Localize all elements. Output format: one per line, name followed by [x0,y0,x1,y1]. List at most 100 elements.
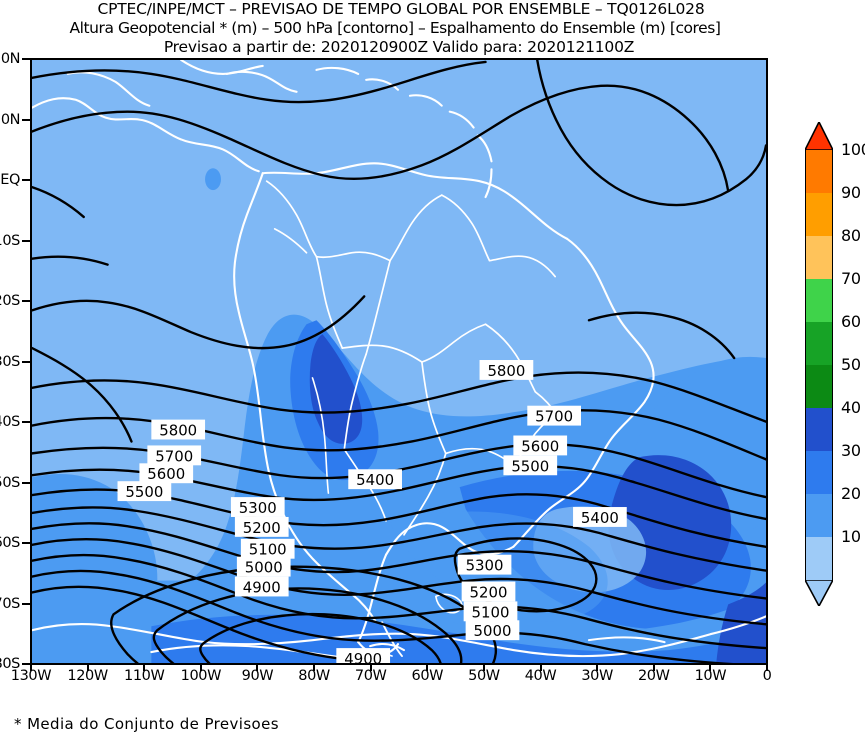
x-axis-label: 20W [637,668,670,684]
x-axis-tick [766,663,768,671]
svg-text:5000: 5000 [474,622,512,640]
colorbar[interactable]: 100 90 80 70 60 50 40 30 20 10 [805,122,865,606]
x-axis-tick [426,663,429,671]
colorbar-tick-label: 70 [841,269,861,288]
title-line-model: CPTEC/INPE/MCT – PREVISAO DE TEMPO GLOBA… [97,0,705,18]
x-axis-tick [313,663,316,671]
x-axis-tick [369,663,372,671]
y-axis-tick [22,481,31,484]
x-axis-label: 0 [762,668,772,684]
y-axis-label: 40S [0,414,20,430]
y-axis-label: 60S [0,535,20,551]
colorbar-band [805,193,833,236]
svg-text:5700: 5700 [155,447,193,465]
y-axis-tick [22,421,31,423]
y-axis-label: 10N [0,111,21,128]
y-axis-label: 20S [0,293,20,309]
x-axis-tick [30,663,32,671]
svg-text:5600: 5600 [521,437,559,455]
svg-text:5700: 5700 [535,408,573,426]
x-axis-tick [652,663,655,671]
x-axis-tick [709,663,712,671]
x-axis-tick [596,663,599,671]
x-axis-label: 30W [581,668,613,684]
svg-text:5800: 5800 [159,422,197,440]
y-axis-label: 70S [0,595,20,612]
svg-text:5800: 5800 [487,362,525,380]
svg-text:5300: 5300 [466,557,504,575]
svg-text:5100: 5100 [249,541,287,559]
x-axis-label: 130W [10,668,52,684]
colorbar-tick-label: 80 [841,226,861,245]
colorbar-band [805,494,833,537]
colorbar-tick-label: 50 [841,355,861,374]
x-axis-label: 70W [354,668,387,684]
colorbar-tick-label: 60 [841,312,861,331]
title-line-times: Previsao a partir de: 2020120900Z Valido… [163,38,635,56]
x-axis-label: 40W [524,668,557,684]
svg-text:5600: 5600 [147,465,185,483]
y-axis-tick [22,360,31,363]
colorbar-band [805,322,833,365]
svg-text:5400: 5400 [356,471,394,489]
colorbar-tick-label: 100 [841,140,865,159]
title-line-variable: Altura Geopotencial * (m) – 500 hPa [con… [69,19,721,37]
x-axis-label: 90W [241,668,274,684]
colorbar-band [805,150,833,193]
x-axis-tick [86,663,89,671]
x-axis-tick [482,663,485,671]
svg-text:5200: 5200 [243,519,281,537]
y-axis-tick [22,542,31,544]
colorbar-band [805,537,833,580]
colorbar-band [805,279,833,322]
y-axis-tick [22,663,31,665]
x-axis-tick [143,663,146,671]
colorbar-tick-label: 40 [841,398,861,417]
map-plot-area: 5800 5700 5600 5500 5300 5200 5100 5000 … [30,58,768,665]
colorbar-tick-label: 20 [841,484,861,503]
y-axis-tick [22,118,31,121]
x-axis-label: 100W [180,668,222,684]
y-axis-tick [22,602,31,605]
colorbar-band [805,408,833,451]
svg-text:5500: 5500 [125,483,163,501]
svg-text:5400: 5400 [581,509,619,527]
contour-labels: 5800 5700 5600 5500 5300 5200 5100 5000 … [117,360,627,663]
svg-text:4900: 4900 [243,578,281,596]
colorbar-tick-label: 30 [841,441,861,460]
svg-text:5300: 5300 [239,499,277,517]
colorbar-band [805,236,833,279]
x-axis-label: 80W [298,668,330,684]
colorbar-bottom-arrow [805,580,833,606]
colorbar-band [805,451,833,494]
x-axis-tick [199,663,202,671]
x-axis-tick [256,663,259,671]
x-axis-label: 50W [468,668,500,684]
svg-text:5200: 5200 [470,583,508,601]
y-axis-tick [22,300,31,302]
x-axis-label: 110W [124,668,165,684]
colorbar-top-arrow [805,122,833,150]
chart-title-block: CPTEC/INPE/MCT – PREVISAO DE TEMPO GLOBA… [0,0,790,57]
contour-map: 5800 5700 5600 5500 5300 5200 5100 5000 … [32,60,766,663]
y-axis-tick [22,179,31,181]
x-axis-label: 10W [694,668,727,684]
svg-text:5500: 5500 [511,457,549,475]
svg-text:5100: 5100 [472,603,510,621]
y-axis-label: 50S [0,474,20,491]
y-axis-tick [22,58,31,60]
colorbar-tick-label: 10 [841,527,861,546]
y-axis-label: 10S [0,232,20,249]
y-axis-label: 30S [0,353,20,370]
y-axis-label: 20N [0,51,21,67]
x-axis-label: 120W [67,668,108,684]
x-axis-label: 60W [411,668,444,684]
y-axis-tick [22,239,31,242]
colorbar-tick-label: 90 [841,183,861,202]
y-axis-label: EQ [0,172,20,188]
y-axis-label: 80S [0,656,20,672]
svg-text:4900: 4900 [344,650,382,663]
footer-note: * Media do Conjunto de Previsoes [14,715,279,733]
colorbar-band [805,365,833,408]
x-axis-tick [539,663,542,671]
